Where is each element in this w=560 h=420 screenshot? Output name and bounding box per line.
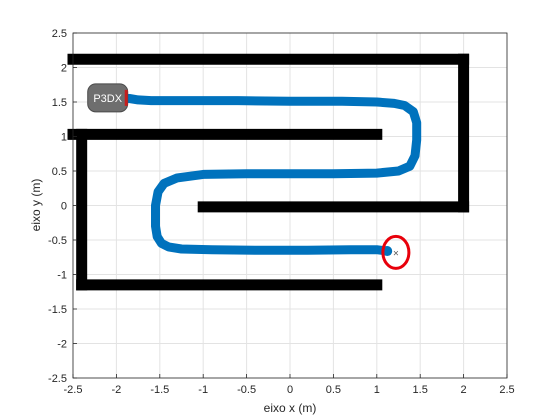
y-tick-label: -1.5 <box>48 304 67 316</box>
robot-front-bumper <box>124 89 128 106</box>
y-tick-label: 0.5 <box>52 166 67 178</box>
path-line <box>116 93 422 256</box>
goal-ring <box>381 234 411 270</box>
x-tick-label: 1.5 <box>413 384 428 396</box>
x-tick-label: -0.5 <box>237 384 256 396</box>
x-tick-label: -1.5 <box>150 384 169 396</box>
y-tick-label: 1.5 <box>52 97 67 109</box>
x-tick-label: 1 <box>374 384 380 396</box>
y-axis-ticks: 2.5 2 1.5 1 0.5 0 -0.5 -1 -1.5 -2 -2.5 <box>48 28 77 385</box>
y-tick-label: 0 <box>61 201 67 213</box>
goal-marker: × <box>381 234 411 270</box>
y-tick-label: -1 <box>57 270 67 282</box>
x-tick-label: 0 <box>287 384 293 396</box>
x-axis-label: eixo x (m) <box>264 401 317 415</box>
x-tick-label: 2.5 <box>499 384 514 396</box>
y-tick-label: -2 <box>57 339 67 351</box>
goal-cross: × <box>393 248 399 259</box>
y-tick-label: -0.5 <box>48 235 67 247</box>
x-tick-label: 2 <box>461 384 467 396</box>
x-tick-label: -2 <box>112 384 122 396</box>
y-tick-label: -2.5 <box>48 373 67 385</box>
walls <box>67 53 470 291</box>
x-tick-label: -2.5 <box>64 384 83 396</box>
x-tick-label: 0.5 <box>326 384 341 396</box>
x-tick-label: -1 <box>198 384 208 396</box>
y-tick-label: 1 <box>61 132 67 144</box>
y-tick-label: 2 <box>61 63 67 75</box>
x-axis-ticks: -2.5 -2 -1.5 -1 -0.5 0 0.5 1 1.5 2 2.5 <box>64 374 515 396</box>
y-axis-label: eixo y (m) <box>29 179 43 232</box>
y-tick-label: 2.5 <box>52 28 67 40</box>
robot-label: P3DX <box>93 93 122 105</box>
robot-marker: P3DX <box>87 83 129 113</box>
